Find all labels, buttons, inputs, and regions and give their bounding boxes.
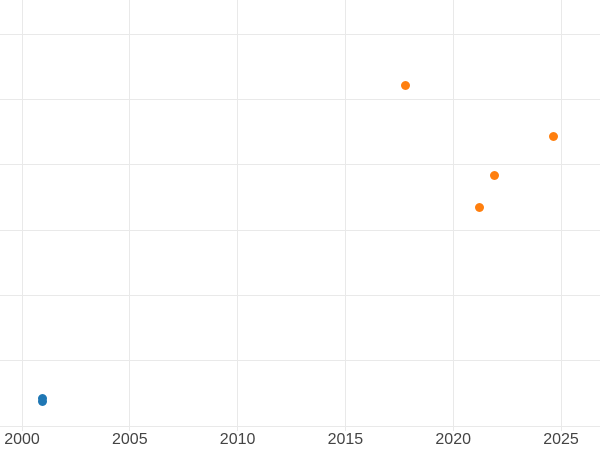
data-point-orange (548, 132, 558, 142)
gridline-vertical (560, 0, 562, 426)
gridline-vertical (452, 0, 454, 426)
x-tick-mark (21, 426, 23, 431)
data-point-blue (37, 396, 47, 406)
x-tick-mark (560, 426, 562, 431)
gridline-horizontal (0, 164, 600, 166)
x-tick-mark (237, 426, 239, 431)
gridline-horizontal (0, 229, 600, 231)
x-tick-mark (129, 426, 131, 431)
x-tick-label: 2010 (219, 431, 256, 448)
x-tick-label: 2000 (4, 431, 40, 448)
gridline-horizontal (0, 425, 600, 427)
gridline-vertical (237, 0, 239, 426)
x-tick-mark (452, 426, 454, 431)
gridline-horizontal (0, 33, 600, 35)
x-tick-label: 2025 (543, 431, 579, 448)
x-tick-label: 2020 (435, 431, 471, 448)
x-tick-label: 2015 (327, 431, 364, 448)
x-tick-mark (344, 426, 346, 431)
gridline-horizontal (0, 99, 600, 100)
gridline-horizontal (0, 360, 600, 362)
gridline-horizontal (0, 294, 600, 296)
gridline-vertical (344, 0, 346, 426)
data-point-orange (489, 171, 499, 181)
data-point-orange (401, 81, 411, 91)
gridline-vertical (129, 0, 131, 426)
data-point-orange (474, 202, 484, 212)
x-tick-label: 2005 (112, 431, 148, 448)
gridline-vertical (21, 0, 23, 426)
